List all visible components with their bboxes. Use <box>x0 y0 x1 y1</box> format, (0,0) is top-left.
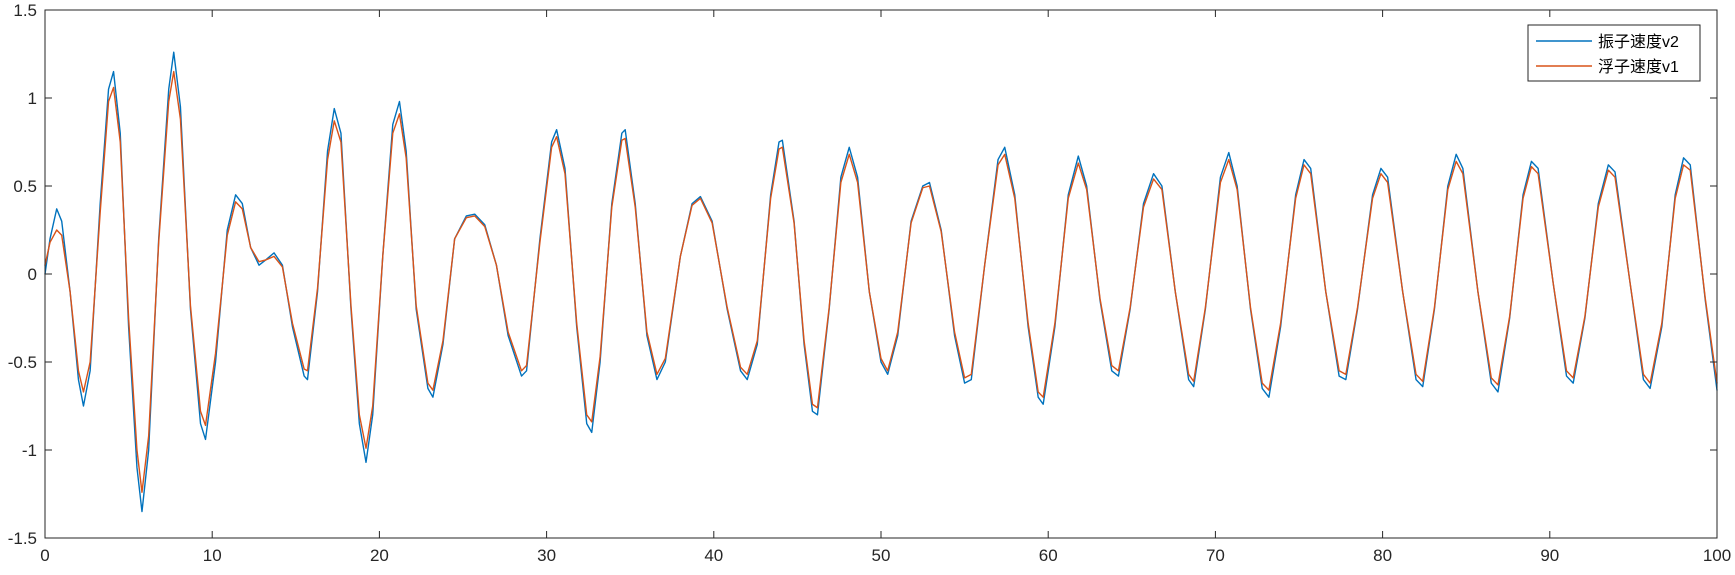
x-axis-ticks: 0 10 20 30 40 50 60 70 80 90 100 <box>40 10 1731 565</box>
y-tick-label: 0.5 <box>13 177 37 196</box>
plot-area-background <box>45 10 1717 538</box>
y-tick-label: -0.5 <box>8 353 37 372</box>
x-tick-label: 60 <box>1039 546 1058 565</box>
x-tick-label: 40 <box>704 546 723 565</box>
legend-label-1: 振子速度v2 <box>1598 33 1679 51</box>
y-tick-label: 1 <box>28 89 37 108</box>
y-tick-label: -1 <box>22 441 37 460</box>
x-tick-label: 0 <box>40 546 49 565</box>
x-tick-label: 90 <box>1540 546 1559 565</box>
legend-label-2: 浮子速度v1 <box>1598 58 1679 76</box>
series-layer <box>44 51 1718 513</box>
x-tick-label: 50 <box>872 546 891 565</box>
y-tick-label: 0 <box>28 265 37 284</box>
y-tick-label: 1.5 <box>13 1 37 20</box>
x-tick-label: 10 <box>203 546 222 565</box>
legend-box <box>1527 24 1701 82</box>
y-tick-label: -1.5 <box>8 529 37 548</box>
series-line-2 <box>44 70 1718 493</box>
x-tick-label: 30 <box>537 546 556 565</box>
x-tick-label: 80 <box>1373 546 1392 565</box>
x-tick-label: 70 <box>1206 546 1225 565</box>
y-axis-ticks: 1.5 1 0.5 0 -0.5 -1 -1.5 <box>8 1 1717 548</box>
x-tick-label: 20 <box>370 546 389 565</box>
x-tick-label: 100 <box>1703 546 1731 565</box>
legend: 振子速度v2 浮子速度v1 <box>1527 24 1701 82</box>
